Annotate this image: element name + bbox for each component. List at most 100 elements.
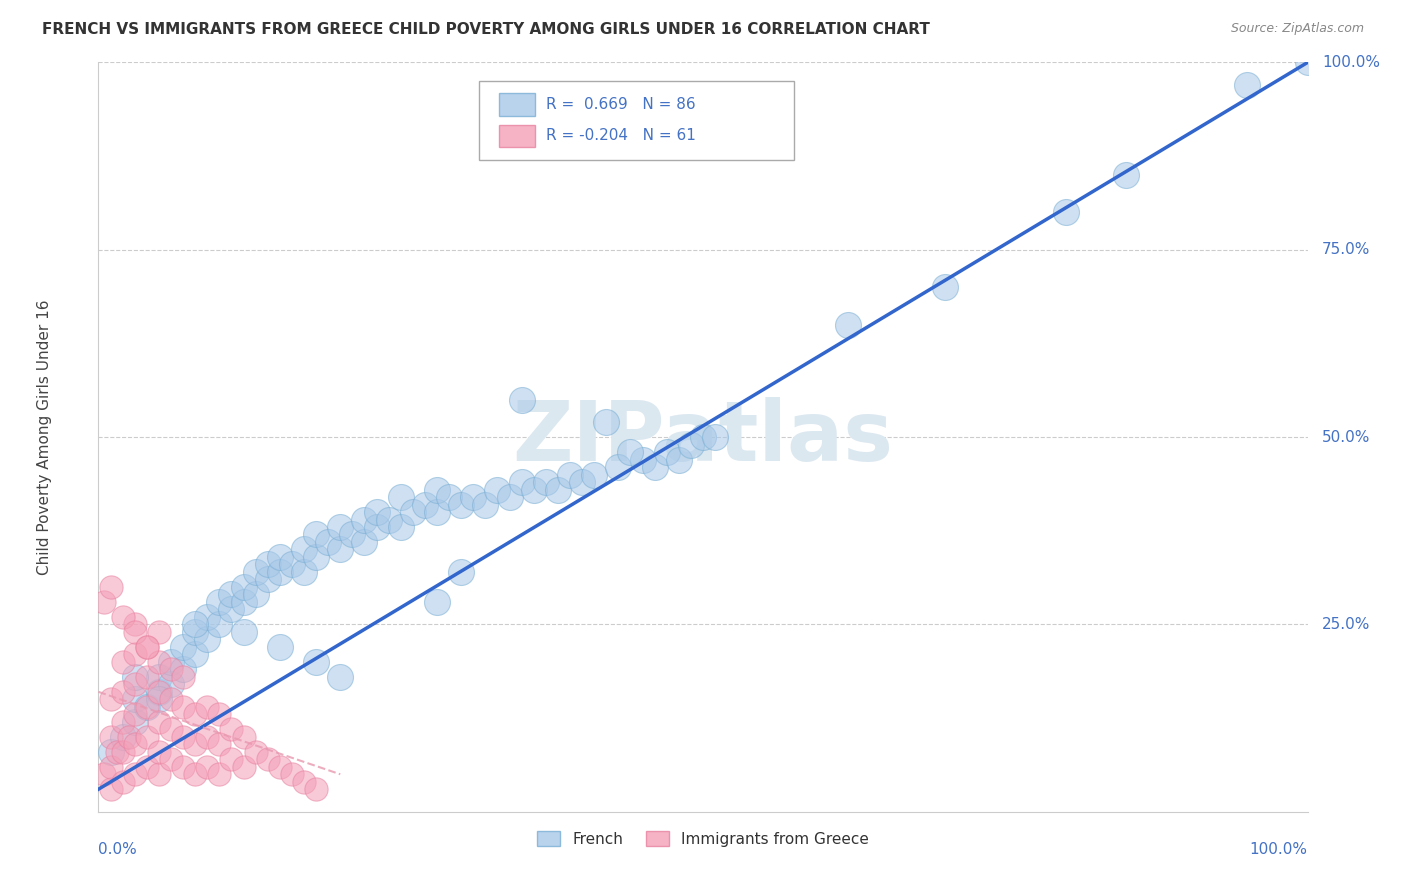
Point [160, 752, 183, 766]
Point [160, 692, 183, 706]
Point [292, 542, 315, 557]
Point [510, 392, 533, 407]
Point [679, 437, 702, 451]
Point [256, 752, 278, 766]
Point [184, 648, 207, 662]
Point [148, 624, 170, 639]
Text: ZIPatlas: ZIPatlas [513, 397, 893, 477]
Point [837, 318, 859, 332]
Point [100, 730, 122, 744]
Point [305, 655, 328, 669]
Point [100, 692, 122, 706]
Point [377, 512, 399, 526]
Text: 0.0%: 0.0% [98, 842, 138, 856]
Point [172, 730, 194, 744]
Point [148, 767, 170, 781]
Point [208, 707, 231, 722]
Point [160, 662, 183, 676]
Point [221, 587, 243, 601]
Point [402, 505, 425, 519]
Text: 100.0%: 100.0% [1250, 842, 1308, 856]
Point [413, 498, 436, 512]
Point [93, 767, 115, 781]
Point [148, 685, 170, 699]
Point [148, 745, 170, 759]
Point [221, 723, 243, 737]
Point [269, 565, 291, 579]
Point [100, 745, 122, 759]
Point [135, 640, 157, 654]
Text: Child Poverty Among Girls Under 16: Child Poverty Among Girls Under 16 [37, 300, 52, 574]
Point [1054, 205, 1077, 219]
Point [232, 624, 254, 639]
Point [692, 430, 714, 444]
Point [292, 774, 315, 789]
Point [111, 655, 134, 669]
Point [172, 662, 194, 676]
Point [124, 670, 146, 684]
Point [437, 490, 460, 504]
Point [366, 520, 388, 534]
Point [1296, 55, 1319, 70]
Point [232, 580, 254, 594]
Point [510, 475, 533, 489]
Point [184, 617, 207, 632]
Point [245, 745, 267, 759]
Point [124, 707, 146, 722]
Point [172, 670, 194, 684]
Point [305, 549, 328, 564]
Point [221, 752, 243, 766]
Point [269, 640, 291, 654]
FancyBboxPatch shape [479, 81, 793, 160]
Point [619, 445, 641, 459]
Text: Source: ZipAtlas.com: Source: ZipAtlas.com [1230, 22, 1364, 36]
Point [148, 670, 170, 684]
Point [463, 490, 485, 504]
Point [148, 685, 170, 699]
Point [124, 714, 146, 729]
Point [221, 602, 243, 616]
Point [135, 699, 157, 714]
Point [534, 475, 557, 489]
Point [934, 280, 956, 294]
Point [607, 460, 630, 475]
Point [232, 760, 254, 774]
Point [450, 565, 472, 579]
Point [558, 467, 581, 482]
Point [329, 520, 352, 534]
Point [486, 483, 509, 497]
Point [668, 452, 690, 467]
Point [93, 595, 115, 609]
Point [305, 782, 328, 797]
Point [305, 527, 328, 541]
Point [547, 483, 569, 497]
Point [111, 730, 134, 744]
Point [124, 692, 146, 706]
Text: FRENCH VS IMMIGRANTS FROM GREECE CHILD POVERTY AMONG GIRLS UNDER 16 CORRELATION : FRENCH VS IMMIGRANTS FROM GREECE CHILD P… [42, 22, 929, 37]
Point [135, 699, 157, 714]
Point [474, 498, 496, 512]
Point [353, 512, 375, 526]
Point [124, 617, 146, 632]
Point [208, 617, 231, 632]
Point [256, 573, 278, 587]
Point [644, 460, 666, 475]
Point [148, 714, 170, 729]
Point [523, 483, 546, 497]
Text: R =  0.669   N = 86: R = 0.669 N = 86 [546, 97, 696, 112]
Point [281, 767, 304, 781]
Point [172, 760, 194, 774]
Point [135, 670, 157, 684]
Point [426, 505, 449, 519]
Point [111, 714, 134, 729]
Point [329, 542, 352, 557]
Point [135, 760, 157, 774]
FancyBboxPatch shape [499, 125, 534, 147]
Point [160, 655, 183, 669]
Point [269, 549, 291, 564]
Point [195, 760, 218, 774]
Point [281, 558, 304, 572]
Text: 50.0%: 50.0% [1322, 430, 1371, 444]
Point [498, 490, 520, 504]
Point [342, 527, 364, 541]
